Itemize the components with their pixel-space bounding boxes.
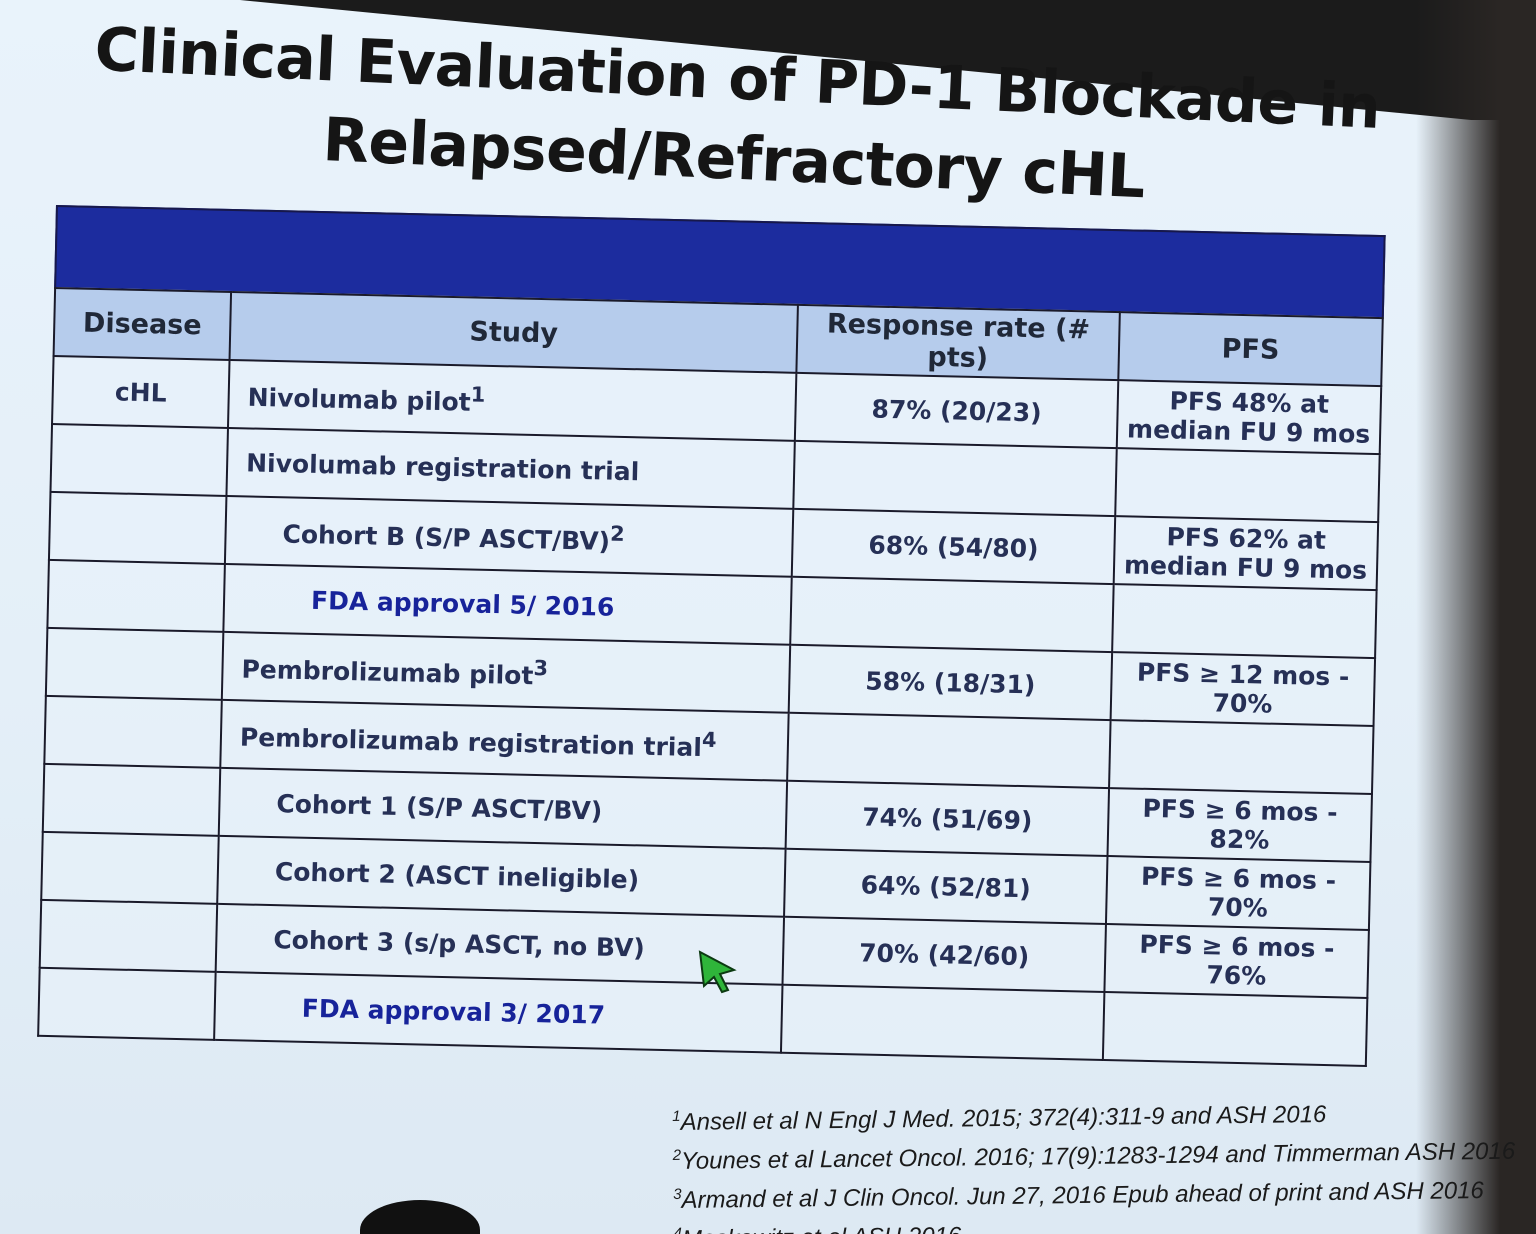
results-table-container: Disease Study Response rate (# pts) PFS … (37, 205, 1386, 1067)
pfs-cell: PFS 48% at median FU 9 mos (1116, 380, 1382, 455)
pfs-cell (1102, 991, 1368, 1066)
pfs-cell: PFS ≥ 6 mos - 82% (1107, 788, 1372, 862)
screen-edge-shadow (1416, 0, 1536, 1234)
footnote-marker: 3 (533, 655, 549, 681)
study-label: FDA approval 5/ 2016 (310, 585, 615, 622)
pfs-cell: PFS 62% at median FU 9 mos (1113, 516, 1379, 591)
study-cell: Cohort 2 (ASCT ineligible) (217, 835, 786, 917)
response-cell (780, 984, 1105, 1060)
disease-cell (44, 695, 222, 768)
study-label: Nivolumab pilot (247, 382, 471, 417)
arrow-cursor-icon (698, 950, 737, 994)
fda-approval-cell: FDA approval 5/ 2016 (223, 563, 792, 645)
header-disease: Disease (53, 288, 232, 360)
footnote-marker: 4 (701, 727, 717, 752)
reference-text: Moskowitz et al ASH 2016 (682, 1222, 962, 1234)
disease-cell (38, 967, 216, 1040)
study-cell: Pembrolizumab pilot3 (221, 631, 791, 713)
study-cell: Nivolumab registration trial (226, 427, 795, 509)
pfs-cell (1115, 448, 1380, 523)
study-cell: Cohort 1 (S/P ASCT/BV) (218, 767, 788, 849)
study-cell: Pembrolizumab registration trial4 (220, 699, 789, 781)
response-cell (790, 576, 1114, 653)
disease-cell: cHL (52, 355, 230, 428)
pfs-cell: PFS ≥ 6 mos - 70% (1105, 856, 1371, 930)
footnote-marker: 1 (470, 382, 486, 407)
study-label: Cohort 3 (s/p ASCT, no BV) (273, 924, 646, 963)
audience-head-silhouette (360, 1200, 480, 1234)
response-cell: 58% (18/31) (788, 644, 1113, 721)
disease-cell (50, 423, 228, 496)
disease-cell (45, 627, 224, 700)
pfs-cell: PFS ≥ 6 mos - 76% (1104, 924, 1369, 998)
disease-cell (47, 559, 225, 632)
response-cell: 87% (20/23) (794, 372, 1119, 449)
pfs-cell (1109, 720, 1374, 795)
study-label: Nivolumab registration trial (245, 447, 640, 486)
study-cell: Cohort B (S/P ASCT/BV)2 (224, 495, 794, 577)
response-cell: 68% (54/80) (791, 508, 1116, 585)
response-cell (787, 712, 1111, 789)
study-label: Cohort 1 (S/P ASCT/BV) (276, 788, 603, 826)
header-pfs: PFS (1118, 312, 1383, 387)
response-cell: 70% (42/60) (782, 916, 1106, 992)
header-study: Study (229, 291, 798, 373)
disease-cell (41, 831, 219, 904)
study-label: Cohort 2 (ASCT ineligible) (274, 856, 640, 894)
study-cell: Nivolumab pilot1 (227, 359, 797, 441)
disease-cell (48, 491, 227, 564)
reference-text: Armand et al J Clin Oncol. Jun 27, 2016 … (681, 1177, 1484, 1214)
disease-cell (42, 763, 221, 836)
pfs-cell (1112, 584, 1377, 659)
footnote-marker: 2 (609, 521, 625, 546)
disease-cell (39, 899, 218, 972)
pfs-cell: PFS ≥ 12 mos - 70% (1110, 652, 1376, 727)
response-cell: 74% (51/69) (785, 780, 1110, 857)
header-response-rate: Response rate (# pts) (796, 304, 1120, 381)
reference-text: Ansell et al N Engl J Med. 2015; 372(4):… (680, 1101, 1327, 1136)
response-cell (793, 440, 1117, 517)
study-label: Pembrolizumab pilot (241, 654, 534, 691)
response-cell: 64% (52/81) (784, 848, 1108, 925)
study-label: Cohort B (S/P ASCT/BV) (282, 519, 611, 556)
study-label: Pembrolizumab registration trial (239, 722, 703, 762)
references-list: 1Ansell et al N Engl J Med. 2015; 372(4)… (672, 1089, 1536, 1234)
study-label: FDA approval 3/ 2017 (301, 993, 606, 1030)
